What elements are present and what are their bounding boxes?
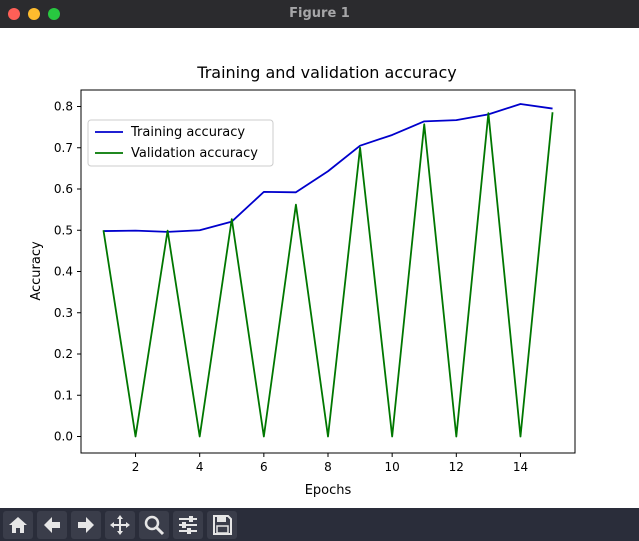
legend: Training accuracy Validation accuracy: [87, 119, 274, 167]
y-tick-label: 0.8: [54, 100, 73, 114]
y-tick-label: 0.5: [54, 223, 73, 237]
window-title: Figure 1: [289, 6, 350, 21]
back-button[interactable]: [37, 511, 67, 539]
window-titlebar: Figure 1: [0, 0, 639, 28]
minimize-window-button[interactable]: [28, 8, 40, 20]
y-tick-label: 0.1: [54, 388, 73, 402]
x-tick-label: 12: [449, 460, 464, 474]
figure-canvas: Training and validation accuracy 2 4 6 8 10 1…: [29, 63, 576, 498]
x-tick-label: 8: [324, 460, 332, 474]
maximize-window-button[interactable]: [48, 8, 60, 20]
legend-label-validation: Validation accuracy: [131, 146, 258, 161]
x-tick-label: 10: [385, 460, 400, 474]
legend-box: [87, 119, 274, 167]
home-button[interactable]: [3, 511, 33, 539]
y-axis-label: Accuracy: [29, 241, 44, 301]
zoom-icon: [144, 515, 165, 536]
validation-accuracy-line: [102, 112, 554, 438]
y-tick-label: 0.0: [54, 430, 73, 444]
close-window-button[interactable]: [8, 8, 20, 20]
sliders-icon: [179, 516, 197, 534]
x-tick-label: 4: [196, 460, 204, 474]
forward-button[interactable]: [71, 511, 101, 539]
x-axis-label: Epochs: [305, 483, 352, 498]
y-tick-label: 0.7: [54, 141, 73, 155]
home-icon: [9, 517, 27, 533]
pan-button[interactable]: [105, 511, 135, 539]
move-icon: [110, 515, 130, 535]
series-lines: [102, 103, 554, 438]
save-icon: [213, 515, 232, 535]
x-tick-label: 2: [132, 460, 140, 474]
arrow-right-icon: [78, 517, 94, 533]
save-button[interactable]: [207, 511, 237, 539]
zoom-button[interactable]: [139, 511, 169, 539]
x-tick-label: 14: [513, 460, 528, 474]
chart-title: Training and validation accuracy: [196, 63, 456, 82]
training-accuracy-line: [103, 103, 553, 233]
arrow-left-icon: [44, 517, 60, 533]
legend-label-training: Training accuracy: [130, 125, 245, 140]
y-tick-label: 0.2: [54, 347, 73, 361]
y-tick-label: 0.6: [54, 182, 73, 196]
y-tick-label: 0.4: [54, 265, 73, 279]
y-axis-ticks: 0.0 0.1 0.2 0.3 0.4 0.5 0.6 0.7 0.8: [54, 100, 81, 444]
x-axis-ticks: 2 4 6 8 10 12 14: [132, 453, 528, 474]
x-tick-label: 6: [260, 460, 268, 474]
y-tick-label: 0.3: [54, 306, 73, 320]
navigation-toolbar: [0, 508, 639, 541]
configure-subplots-button[interactable]: [173, 511, 203, 539]
